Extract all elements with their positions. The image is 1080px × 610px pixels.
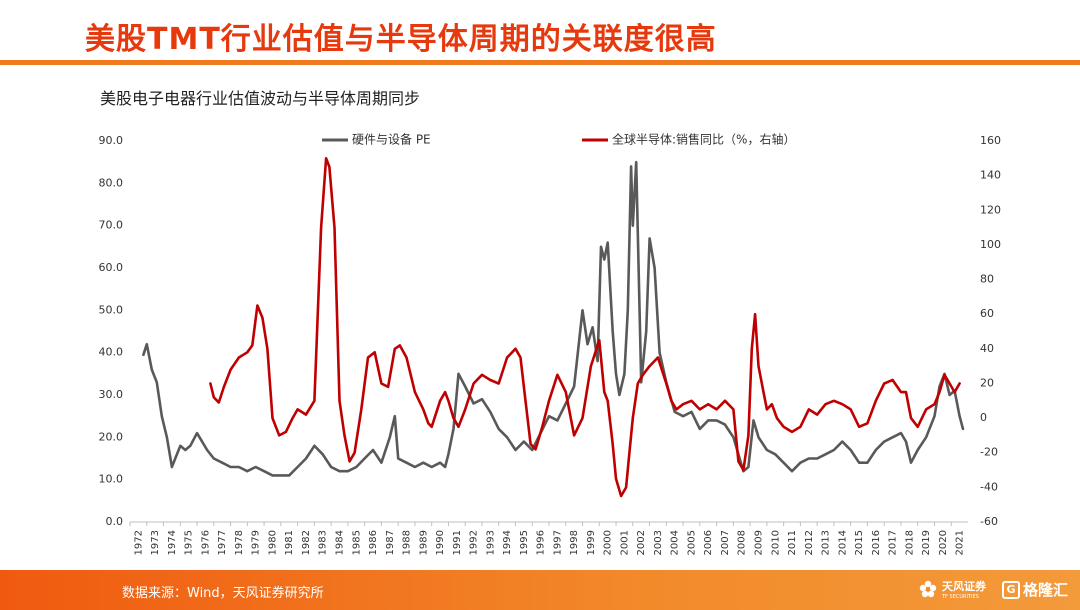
legend-label: 全球半导体:销售同比（%，右轴） [612,132,795,147]
y-right-tick-label: 20 [980,376,994,389]
gelonghui-name: 格隆汇 [1023,581,1069,599]
x-tick-label: 1982 [301,530,312,555]
x-tick-label: 2007 [720,530,731,555]
x-tick-label: 2010 [770,530,781,555]
x-tick-label: 1985 [351,530,362,555]
y-left-tick-label: 20.0 [99,430,124,443]
x-tick-label: 1984 [335,530,346,555]
y-right-tick-label: 0 [980,411,987,424]
y-right-tick-label: -20 [980,446,998,459]
x-tick-label: 2008 [737,530,748,555]
tianfeng-subname: TF SECURITIES [942,594,979,600]
x-tick-label: 1977 [217,530,228,555]
x-tick-label: 1997 [552,530,563,555]
gelonghui-logo: G 格隆汇 [1002,579,1068,600]
chart-subtitle: 美股电子电器行业估值波动与半导体周期同步 [100,89,421,108]
x-tick-label: 1972 [133,530,144,555]
x-tick-label: 2020 [938,530,949,555]
x-tick-label: 2012 [804,530,815,555]
x-tick-label: 1989 [418,530,429,555]
x-tick-label: 2000 [603,530,614,555]
x-tick-label: 2015 [854,530,865,555]
y-right-tick-label: 80 [980,273,994,286]
x-tick-label: 1996 [536,530,547,555]
tianfeng-logo: 天风证券 TF SECURITIES [918,578,986,600]
x-tick-label: 1974 [167,530,178,555]
x-tick-label: 1993 [485,530,496,555]
y-left-tick-label: 60.0 [99,261,124,274]
x-tick-label: 1975 [184,530,195,555]
x-tick-label: 1999 [586,530,597,555]
x-tick-label: 2017 [888,530,899,555]
x-tick-label: 2003 [653,530,664,555]
y-left-tick-label: 30.0 [99,388,124,401]
x-tick-label: 2016 [871,530,882,555]
x-tick-label: 1994 [502,530,513,555]
x-tick-label: 2011 [787,530,798,555]
legend-label: 硬件与设备 PE [352,133,431,147]
y-left-tick-label: 50.0 [99,303,124,316]
footer-bar: 数据来源：Wind，天风证券研究所 天风证券 TF SECURITIES G 格… [0,570,1080,610]
y-left-tick-label: 70.0 [99,219,124,232]
x-tick-label: 1980 [267,530,278,555]
y-right-tick-label: -60 [980,515,998,528]
page-title: 美股TMT行业估值与半导体周期的关联度很高 [85,22,717,57]
y-left-tick-label: 80.0 [99,176,124,189]
x-tick-label: 1988 [402,530,413,555]
x-tick-label: 2013 [821,530,832,555]
x-tick-label: 2002 [636,530,647,555]
x-tick-label: 1991 [452,530,463,555]
x-tick-label: 1998 [569,530,580,555]
x-tick-label: 1976 [200,530,211,555]
x-tick-label: 2005 [686,530,697,555]
title-underline [0,60,1080,65]
data-source-text: 数据来源：Wind，天风证券研究所 [122,586,324,601]
y-left-tick-label: 0.0 [106,515,124,528]
y-right-tick-label: 60 [980,307,994,320]
y-left-tick-label: 40.0 [99,346,124,359]
x-tick-label: 2001 [619,530,630,555]
series-semi-line [209,157,961,498]
x-tick-label: 1992 [469,530,480,555]
y-right-tick-label: -40 [980,480,998,493]
x-tick-label: 2009 [754,530,765,555]
flower-icon [919,580,937,598]
x-tick-label: 2006 [703,530,714,555]
x-tick-label: 2019 [921,530,932,555]
x-tick-label: 1978 [234,530,245,555]
y-right-tick-label: 40 [980,342,994,355]
x-tick-label: 2004 [670,530,681,555]
x-tick-label: 1981 [284,530,295,555]
line-chart: 1972 1973 1974 1975 1976 1977 1978 1979 1980 1981… [99,132,1002,556]
x-tick-label: 1986 [368,530,379,555]
y-right-tick-label: 140 [980,169,1001,182]
x-tick-label: 2021 [955,530,966,555]
x-tick-label: 2014 [837,530,848,555]
x-tick-label: 1979 [251,530,262,555]
y-right-tick-label: 120 [980,203,1001,216]
y-left-tick-label: 90.0 [99,134,124,147]
tianfeng-name: 天风证券 [942,580,986,593]
x-tick-label: 1973 [150,530,161,555]
series-pe-line [142,160,965,477]
y-right-tick-label: 160 [980,134,1001,147]
y-left-tick-label: 10.0 [99,473,124,486]
x-tick-label: 1983 [318,530,329,555]
x-tick-label: 1990 [435,530,446,555]
g-logo-icon: G [1002,580,1020,599]
x-tick-label: 1995 [519,530,530,555]
x-tick-label: 2018 [904,530,915,555]
x-tick-label: 1987 [385,530,396,555]
y-right-tick-label: 100 [980,238,1001,251]
